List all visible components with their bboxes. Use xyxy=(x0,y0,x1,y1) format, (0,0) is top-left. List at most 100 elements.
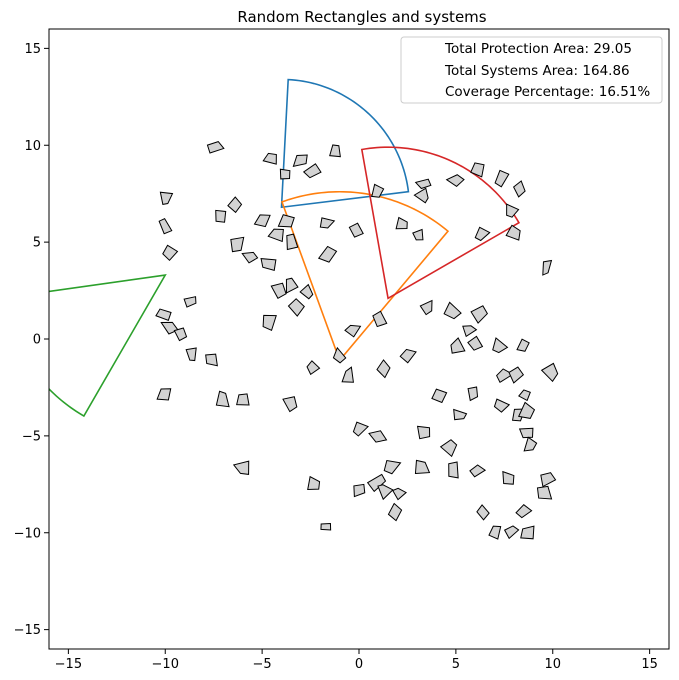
y-tick-label: −5 xyxy=(22,429,41,444)
protection-sector-3 xyxy=(360,146,521,300)
x-tick-label: −15 xyxy=(55,657,82,672)
system-rectangle xyxy=(503,525,520,540)
system-rectangle xyxy=(277,214,295,228)
system-rectangle xyxy=(520,525,535,540)
system-rectangle xyxy=(399,348,417,364)
system-rectangle xyxy=(319,217,336,229)
system-rectangle xyxy=(341,366,354,383)
sectors-layer xyxy=(49,78,521,418)
system-rectangle xyxy=(299,283,314,300)
system-rectangle xyxy=(467,335,484,351)
system-rectangle xyxy=(517,401,536,419)
chart-title: Random Rectangles and systems xyxy=(237,8,486,26)
protection-sector-2 xyxy=(280,190,450,362)
y-tick-label: 15 xyxy=(24,42,41,57)
system-rectangle xyxy=(183,296,197,308)
system-rectangle xyxy=(443,301,462,320)
legend-box xyxy=(400,36,663,104)
system-rectangle xyxy=(542,259,553,276)
system-rectangle xyxy=(366,473,387,493)
x-tick-label: 10 xyxy=(544,657,561,672)
system-rectangle xyxy=(376,359,391,379)
system-rectangle xyxy=(352,421,369,437)
y-axis: −15 −10 −5 0 5 10 15 xyxy=(14,42,49,638)
system-rectangle xyxy=(307,475,321,491)
system-rectangle xyxy=(285,277,299,294)
system-rectangle xyxy=(162,244,179,262)
system-rectangle xyxy=(158,217,173,235)
system-rectangle xyxy=(260,258,277,271)
x-tick-label: −10 xyxy=(152,657,179,672)
y-tick-label: 10 xyxy=(24,139,41,154)
system-rectangle xyxy=(540,472,557,488)
system-rectangle xyxy=(453,408,468,421)
y-tick-label: −15 xyxy=(14,623,41,638)
system-rectangle xyxy=(332,346,347,364)
system-rectangle xyxy=(467,386,479,402)
x-tick-label: −5 xyxy=(253,657,272,672)
system-rectangle xyxy=(377,484,394,501)
system-rectangle xyxy=(506,203,520,218)
system-rectangle xyxy=(488,525,502,540)
system-rectangle xyxy=(414,178,432,190)
system-rectangle xyxy=(344,324,362,338)
system-rectangle xyxy=(502,470,515,485)
system-rectangle xyxy=(413,187,429,204)
system-rectangle xyxy=(185,347,197,362)
system-rectangle xyxy=(474,226,491,242)
system-rectangle xyxy=(329,144,341,158)
system-rectangle xyxy=(215,390,230,408)
system-rectangle xyxy=(450,337,466,354)
system-rectangle xyxy=(416,425,431,440)
system-rectangle xyxy=(317,245,338,263)
system-rectangle xyxy=(267,228,284,243)
system-rectangle xyxy=(518,389,531,402)
system-rectangle xyxy=(159,191,174,205)
legend: Total Protection Area: 29.05 Total Syste… xyxy=(400,36,663,104)
system-rectangle xyxy=(439,439,458,458)
x-tick-label: 15 xyxy=(641,657,658,672)
system-rectangle xyxy=(155,308,172,321)
system-rectangle xyxy=(368,430,388,443)
system-rectangle xyxy=(516,338,530,352)
system-rectangle xyxy=(292,154,308,168)
system-rectangle xyxy=(262,152,277,165)
x-tick-label: 0 xyxy=(355,657,363,672)
system-rectangle xyxy=(287,298,305,317)
legend-entry-systems-area: Total Systems Area: 164.86 xyxy=(444,63,630,79)
system-rectangle xyxy=(227,196,243,214)
system-rectangle xyxy=(372,310,388,328)
system-rectangle xyxy=(302,163,322,179)
system-rectangle xyxy=(156,388,172,401)
system-rectangle xyxy=(160,321,179,335)
system-rectangle xyxy=(469,464,487,478)
legend-entry-protection-area: Total Protection Area: 29.05 xyxy=(444,41,632,57)
protection-sector-1 xyxy=(280,78,410,209)
system-rectangle xyxy=(505,224,521,241)
x-axis: −15 −10 −5 0 5 10 15 xyxy=(55,649,658,672)
system-rectangle xyxy=(470,305,489,324)
system-rectangle xyxy=(508,366,525,384)
system-rectangle xyxy=(494,169,510,188)
system-rectangle xyxy=(512,180,526,198)
system-rectangle xyxy=(320,522,332,531)
system-rectangle xyxy=(448,461,459,479)
system-rectangle xyxy=(262,314,277,332)
system-rectangle xyxy=(230,236,245,253)
system-rectangle xyxy=(462,325,478,338)
system-rectangle xyxy=(515,503,533,519)
system-rectangle xyxy=(518,427,534,439)
protection-sector-4 xyxy=(49,274,167,418)
system-rectangle xyxy=(431,388,448,404)
system-rectangle xyxy=(232,460,250,475)
system-rectangle xyxy=(523,436,538,452)
system-rectangle xyxy=(270,282,287,299)
system-rectangle xyxy=(419,299,433,316)
system-rectangle xyxy=(540,362,559,383)
system-rectangle xyxy=(383,459,402,475)
system-rectangle xyxy=(392,487,408,501)
system-rectangle xyxy=(215,209,227,223)
y-tick-label: −10 xyxy=(14,526,41,541)
system-rectangle xyxy=(387,502,403,522)
